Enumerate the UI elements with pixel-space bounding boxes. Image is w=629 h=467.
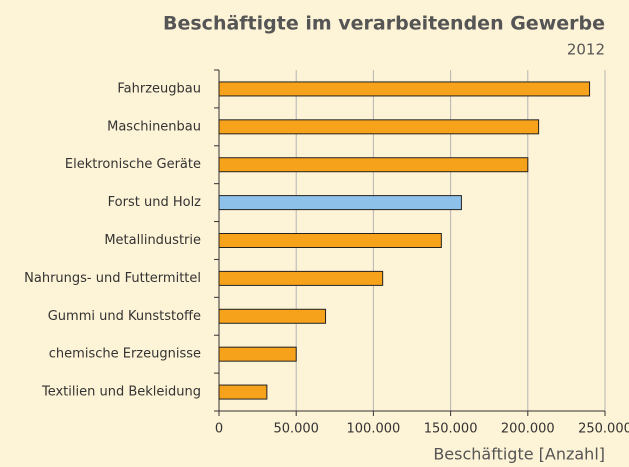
- x-axis-label: Beschäftigte [Anzahl]: [433, 445, 605, 464]
- x-tick-label: 100.000: [347, 422, 401, 437]
- y-tick-label: Textilien und Bekleidung: [41, 385, 201, 400]
- bar: [218, 119, 540, 135]
- chart-title: Beschäftigte im verarbeitenden Gewerbe: [163, 13, 605, 35]
- y-tick-label: Elektronische Geräte: [65, 157, 201, 172]
- bar: [218, 81, 591, 97]
- y-tick-label: Metallindustrie: [104, 233, 201, 248]
- y-tick-label: Maschinenbau: [107, 119, 201, 134]
- bar: [218, 157, 529, 173]
- bar: [218, 346, 297, 362]
- bar: [218, 384, 268, 400]
- bar: [218, 270, 384, 286]
- y-tick-label: Nahrungs- und Futtermittel: [24, 271, 201, 286]
- x-tick-label: 150.000: [424, 422, 478, 437]
- x-tick-label: 200.000: [501, 422, 555, 437]
- bar: [218, 233, 442, 248]
- chart-subtitle: 2012: [567, 41, 605, 59]
- y-tick-label: Forst und Holz: [108, 195, 202, 210]
- bar: [218, 308, 327, 324]
- y-tick-label: Fahrzeugbau: [117, 81, 201, 96]
- y-tick-label: Gummi und Kunststoffe: [48, 309, 201, 324]
- y-tick-label: chemische Erzeugnisse: [49, 347, 201, 362]
- x-tick-label: 50.000: [273, 422, 319, 437]
- x-tick-label: 0: [215, 422, 223, 437]
- x-tick-label: 250.000: [578, 422, 629, 437]
- bar: [218, 195, 462, 211]
